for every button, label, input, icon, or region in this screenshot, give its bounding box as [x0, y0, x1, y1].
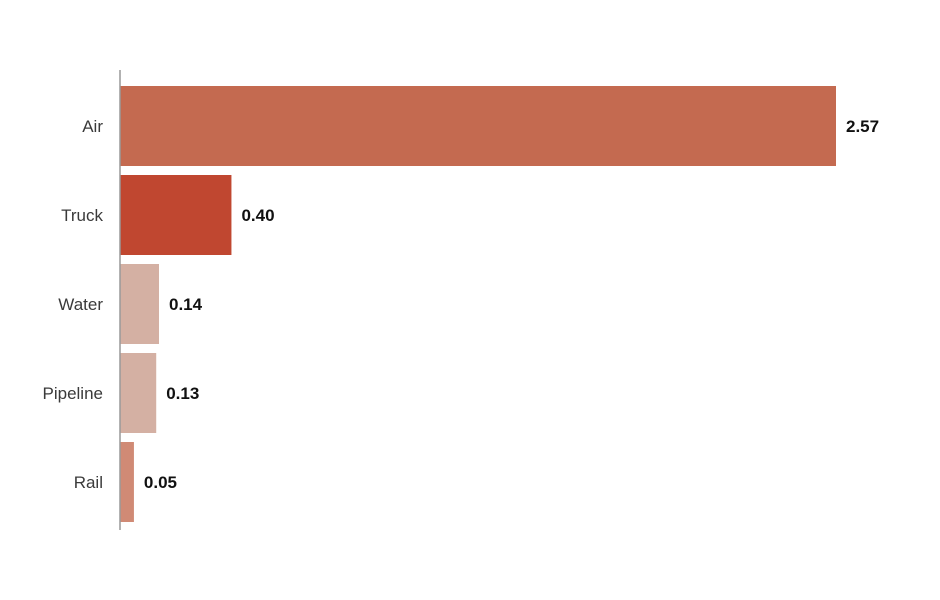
bar-rail	[120, 442, 134, 522]
category-label-air: Air	[82, 117, 103, 136]
category-label-truck: Truck	[61, 206, 103, 225]
labels-layer: Air 2.57 Truck 0.40 Water 0.14 Pipeline 0.13 Rai…	[43, 117, 880, 492]
value-label-water: 0.14	[169, 295, 203, 314]
category-label-pipeline: Pipeline	[43, 384, 104, 403]
bar-truck	[120, 175, 232, 255]
value-label-pipeline: 0.13	[166, 384, 199, 403]
bar-pipeline	[120, 353, 157, 433]
category-label-water: Water	[58, 295, 103, 314]
value-label-air: 2.57	[846, 117, 879, 136]
value-label-rail: 0.05	[144, 473, 177, 492]
category-label-rail: Rail	[74, 473, 103, 492]
bar-air	[120, 86, 836, 166]
value-label-truck: 0.40	[241, 206, 274, 225]
bars-layer	[120, 86, 836, 522]
bar-water	[120, 264, 160, 344]
